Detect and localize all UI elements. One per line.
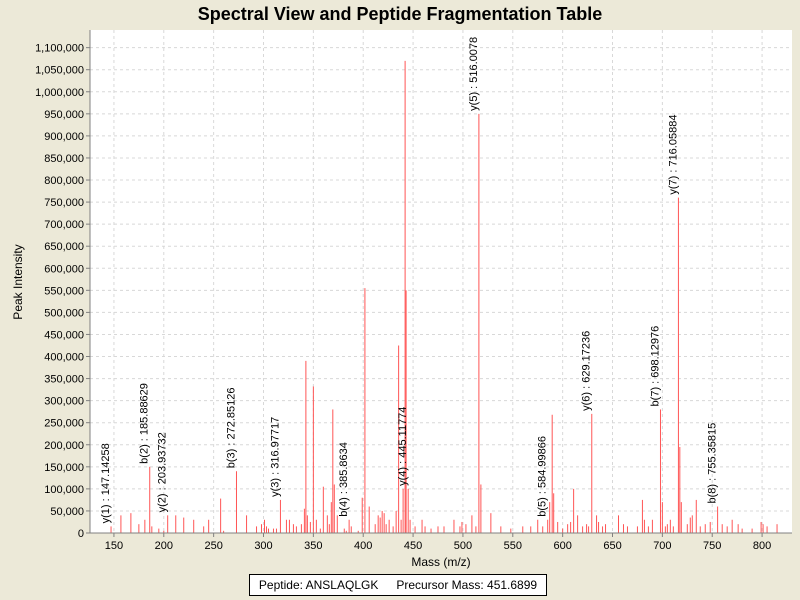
y-tick-label: 150,000 — [44, 462, 84, 474]
y-tick-label: 100,000 — [44, 484, 84, 496]
y-axis-label: Peak Intensity — [11, 244, 25, 319]
y-tick-label: 800,000 — [44, 175, 84, 187]
legend-box: Peptide: ANSLAQLGK Precursor Mass: 451.6… — [249, 574, 547, 596]
grid-lines — [90, 30, 792, 534]
y-tick-label: 450,000 — [44, 329, 84, 341]
peak-bars — [110, 60, 778, 533]
y-tick-label: 900,000 — [44, 131, 84, 143]
y-tick-label: 1,100,000 — [35, 43, 84, 55]
fragment-label: y(6) : 629.17236 — [581, 331, 593, 411]
x-tick-label: 400 — [354, 540, 372, 552]
y-tick-label: 1,050,000 — [35, 65, 84, 77]
fragment-label: y(3) : 316.97717 — [269, 417, 281, 497]
y-tick-label: 700,000 — [44, 219, 84, 231]
x-tick-label: 700 — [653, 540, 671, 552]
fragment-label: y(4) : 445.11774 — [397, 407, 409, 486]
y-tick-label: 400,000 — [44, 352, 84, 364]
fragment-label: y(1) : 147.14258 — [100, 443, 112, 523]
y-tick-label: 500,000 — [44, 307, 84, 319]
fragment-label: y(5) : 516.0078 — [468, 37, 480, 111]
y-tick-label: 950,000 — [44, 109, 84, 121]
x-tick-label: 250 — [204, 540, 222, 552]
x-tick-label: 800 — [753, 540, 771, 552]
precursor-mass-label: Precursor Mass: 451.6899 — [396, 578, 538, 592]
fragment-annotations: y(1) : 147.14258 b(2) : 185.88629 y(2) : 2… — [100, 37, 718, 524]
y-tick-label: 1,000,000 — [35, 87, 84, 99]
x-tick-label: 200 — [155, 540, 173, 552]
fragment-label: y(2) : 203.93732 — [157, 432, 169, 512]
x-axis-label: Mass (m/z) — [411, 555, 470, 569]
peptide-label: Peptide: ANSLAQLGK — [258, 578, 379, 592]
x-tick-label: 550 — [504, 540, 522, 552]
fragment-label: y(7) : 716.05884 — [667, 115, 679, 195]
fragment-label: b(3) : 272.85126 — [225, 387, 237, 468]
y-tick-label: 750,000 — [44, 197, 84, 209]
y-tick-label: 550,000 — [44, 285, 84, 297]
y-tick-label: 650,000 — [44, 241, 84, 253]
x-tick-label: 650 — [603, 540, 621, 552]
fragment-label: b(8) : 755.35815 — [707, 423, 719, 504]
x-tick-label: 350 — [304, 540, 322, 552]
y-tick-label: 600,000 — [44, 263, 84, 275]
fragment-label: b(7) : 698.12976 — [650, 326, 662, 407]
y-tick-label: 250,000 — [44, 418, 84, 430]
y-tick-label: 300,000 — [44, 396, 84, 408]
fragment-label: b(5) : 584.99866 — [537, 436, 549, 517]
chart-title: Spectral View and Peptide Fragmentation … — [198, 4, 602, 24]
plot-area — [90, 30, 792, 533]
y-tick-label: 50,000 — [50, 506, 84, 518]
y-tick-label: 200,000 — [44, 440, 84, 452]
x-tick-label: 300 — [254, 540, 272, 552]
fragment-label: b(4) : 385.8634 — [338, 442, 350, 517]
x-tick-label: 750 — [703, 540, 721, 552]
x-tick-label: 500 — [454, 540, 472, 552]
y-tick-label: 350,000 — [44, 374, 84, 386]
x-tick-label: 450 — [404, 540, 422, 552]
x-tick-label: 150 — [105, 540, 123, 552]
y-tick-label: 0 — [78, 528, 84, 540]
axes: 0 50,000 100,000 150,000 200,000 250,000 300,0… — [35, 30, 792, 552]
x-tick-label: 600 — [553, 540, 571, 552]
y-tick-label: 850,000 — [44, 153, 84, 165]
fragment-label: b(2) : 185.88629 — [139, 383, 151, 464]
